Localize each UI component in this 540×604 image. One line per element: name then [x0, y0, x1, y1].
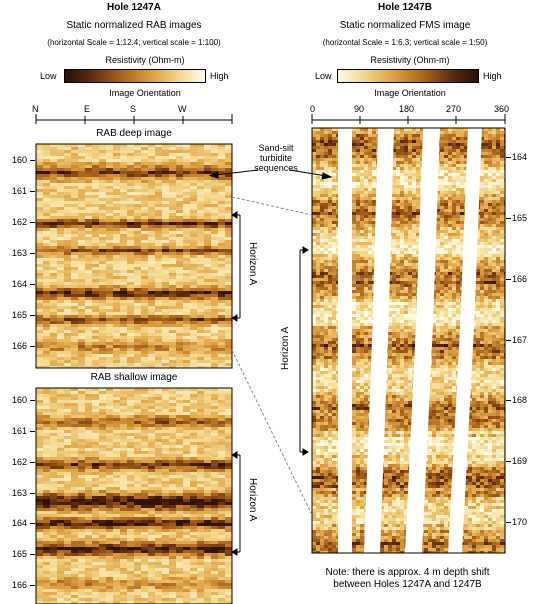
tick-90: 90	[354, 104, 365, 114]
deep-horizon-label: Horizon A	[247, 242, 258, 286]
left-scale-note: (horizontal Scale = 1:12.4; vertical sca…	[47, 38, 221, 47]
tick-360: 360	[494, 104, 510, 114]
shallow-image-title: RAB shallow image	[90, 372, 178, 383]
depth-label: 168	[512, 395, 528, 406]
depth-tick	[30, 585, 35, 586]
tick-0: 0	[310, 104, 316, 114]
depth-label: 166	[512, 273, 528, 284]
annotation-line2: turbidite	[259, 153, 293, 163]
right-orientation-label: Image Orientation	[374, 88, 446, 98]
depth-label: 160	[12, 155, 28, 165]
left-orientation-ruler	[35, 114, 233, 124]
depth-label: 164	[12, 518, 28, 529]
depth-tick	[30, 160, 35, 161]
right-high-label: High	[483, 71, 502, 81]
depth-tick	[30, 315, 35, 316]
note-line1: Note: there is approx. 4 m depth shift	[325, 567, 490, 578]
depth-tick	[30, 523, 35, 525]
annotation-line1: Sand-silt	[258, 143, 294, 153]
depth-tick	[506, 157, 511, 158]
depth-label: 166	[12, 341, 28, 351]
right-low-label: Low	[315, 71, 332, 81]
depth-tick	[506, 278, 511, 280]
fms-horizon-label: Horizon A	[280, 326, 291, 370]
depth-label: 160	[12, 395, 28, 405]
left-low-label: Low	[40, 71, 57, 81]
fms-image	[312, 128, 505, 553]
deep-horizon-bracket	[231, 211, 241, 322]
sand-silt-arrows	[208, 169, 333, 180]
depth-tick	[30, 253, 35, 254]
left-subtitle: Static normalized RAB images	[66, 20, 202, 31]
left-high-label: High	[210, 71, 229, 81]
deep-image-frame	[35, 143, 233, 369]
depth-tick	[506, 339, 511, 341]
right-resistivity-label: Resistivity (Ohm-m)	[370, 55, 450, 65]
left-resistivity-label: Resistivity (Ohm-m)	[105, 55, 185, 65]
depth-label: 165	[12, 549, 28, 560]
depth-label: 163	[12, 248, 28, 258]
deep-image-title: RAB deep image	[96, 128, 172, 139]
depth-tick	[506, 461, 511, 463]
depth-tick	[30, 222, 35, 223]
depth-tick	[506, 217, 511, 219]
depth-label: 170	[512, 517, 528, 527]
shallow-image-frame	[35, 387, 233, 604]
depth-tick	[30, 492, 35, 494]
depth-label: 166	[12, 580, 28, 590]
depth-tick	[30, 346, 35, 347]
depth-tick	[30, 430, 35, 432]
depth-label: 163	[12, 487, 28, 498]
right-orientation-ruler	[311, 114, 506, 124]
right-hole-title: Hole 1247B	[378, 2, 432, 13]
shallow-horizon-bracket	[231, 451, 241, 556]
fms-pad-gap	[405, 128, 440, 553]
depth-label: 169	[512, 456, 528, 467]
correlation-lines	[231, 196, 313, 516]
depth-tick	[506, 400, 511, 402]
depth-label: 162	[12, 456, 28, 467]
tick-e: E	[84, 104, 91, 114]
depth-tick	[30, 191, 35, 192]
right-subtitle: Static normalized FMS image	[339, 20, 471, 31]
annotation-line3: sequences	[254, 163, 298, 173]
depth-tick	[30, 461, 35, 463]
depth-label: 165	[512, 212, 528, 223]
note-line2: between Holes 1247A and 1247B	[333, 579, 482, 590]
depth-label: 164	[512, 152, 528, 162]
right-scale-note: (horizontal Scale = 1:6.3; vertical scal…	[322, 38, 488, 47]
depth-tick	[30, 400, 35, 401]
left-orientation-label: Image Orientation	[109, 88, 181, 98]
right-resistivity-colorbar	[337, 69, 479, 83]
tick-180: 180	[399, 104, 415, 114]
fms-pad-gap	[448, 128, 482, 553]
depth-label: 162	[12, 217, 28, 227]
left-hole-title: Hole 1247A	[107, 2, 161, 13]
depth-label: 161	[12, 425, 28, 436]
depth-tick	[506, 522, 511, 523]
depth-label: 161	[12, 186, 28, 196]
depth-tick	[30, 554, 35, 556]
fms-pad-gap	[364, 128, 394, 553]
shallow-horizon-label: Horizon A	[247, 478, 258, 522]
tick-270: 270	[446, 104, 462, 114]
tick-s: S	[130, 104, 137, 114]
rab-shallow-image	[36, 388, 232, 604]
rab-deep-image	[36, 144, 232, 368]
fms-pad-gap	[338, 128, 352, 553]
fms-horizon-bracket	[299, 246, 309, 456]
left-resistivity-colorbar	[64, 69, 206, 83]
depth-label: 167	[512, 334, 528, 345]
tick-n: N	[32, 104, 39, 114]
tick-w: W	[178, 104, 187, 114]
depth-tick	[30, 284, 35, 285]
depth-label: 165	[12, 310, 28, 320]
fms-image-frame	[311, 127, 506, 554]
depth-label: 164	[12, 279, 28, 289]
